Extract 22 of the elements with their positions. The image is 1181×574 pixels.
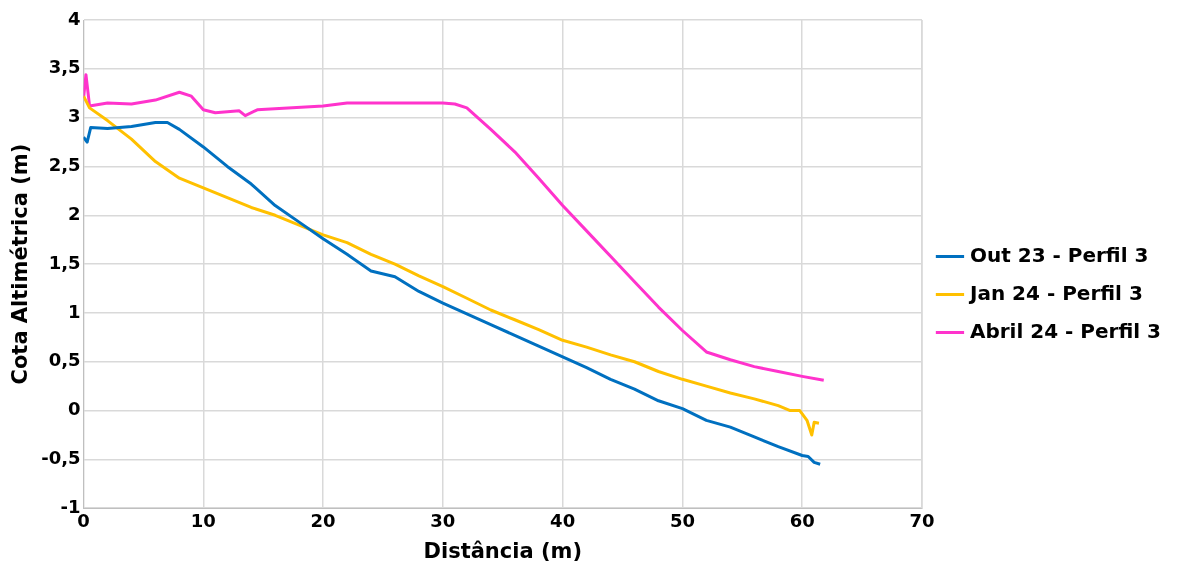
- x-tick-label: 60: [789, 509, 815, 531]
- x-tick-label: 20: [310, 509, 336, 531]
- y-tick-label: 1,5: [48, 251, 81, 273]
- x-tick-label: 50: [669, 509, 695, 531]
- y-tick-label: 0,5: [48, 349, 81, 371]
- y-tick-label: 0: [68, 398, 81, 420]
- legend-label: Jan 24 - Perfil 3: [967, 280, 1143, 305]
- y-tick-label: 1: [68, 300, 81, 322]
- y-tick-label: 3: [68, 105, 81, 127]
- legend-label: Out 23 - Perfil 3: [969, 242, 1149, 267]
- x-tick-label: 70: [909, 509, 935, 531]
- x-tick-label: 30: [430, 509, 456, 531]
- legend-label: Abril 24 - Perfil 3: [969, 318, 1162, 343]
- x-tick-label: 40: [550, 509, 576, 531]
- y-tick-label: -0,5: [41, 447, 81, 469]
- y-tick-label: 2,5: [48, 154, 81, 176]
- y-tick-label: 3,5: [48, 56, 81, 78]
- y-axis-title: Cota Altimétrica (m): [8, 143, 33, 385]
- y-tick-label: 4: [68, 7, 81, 29]
- x-axis-title: Distância (m): [423, 538, 583, 563]
- y-tick-label: 2: [68, 202, 81, 224]
- x-tick-label: 10: [190, 509, 216, 531]
